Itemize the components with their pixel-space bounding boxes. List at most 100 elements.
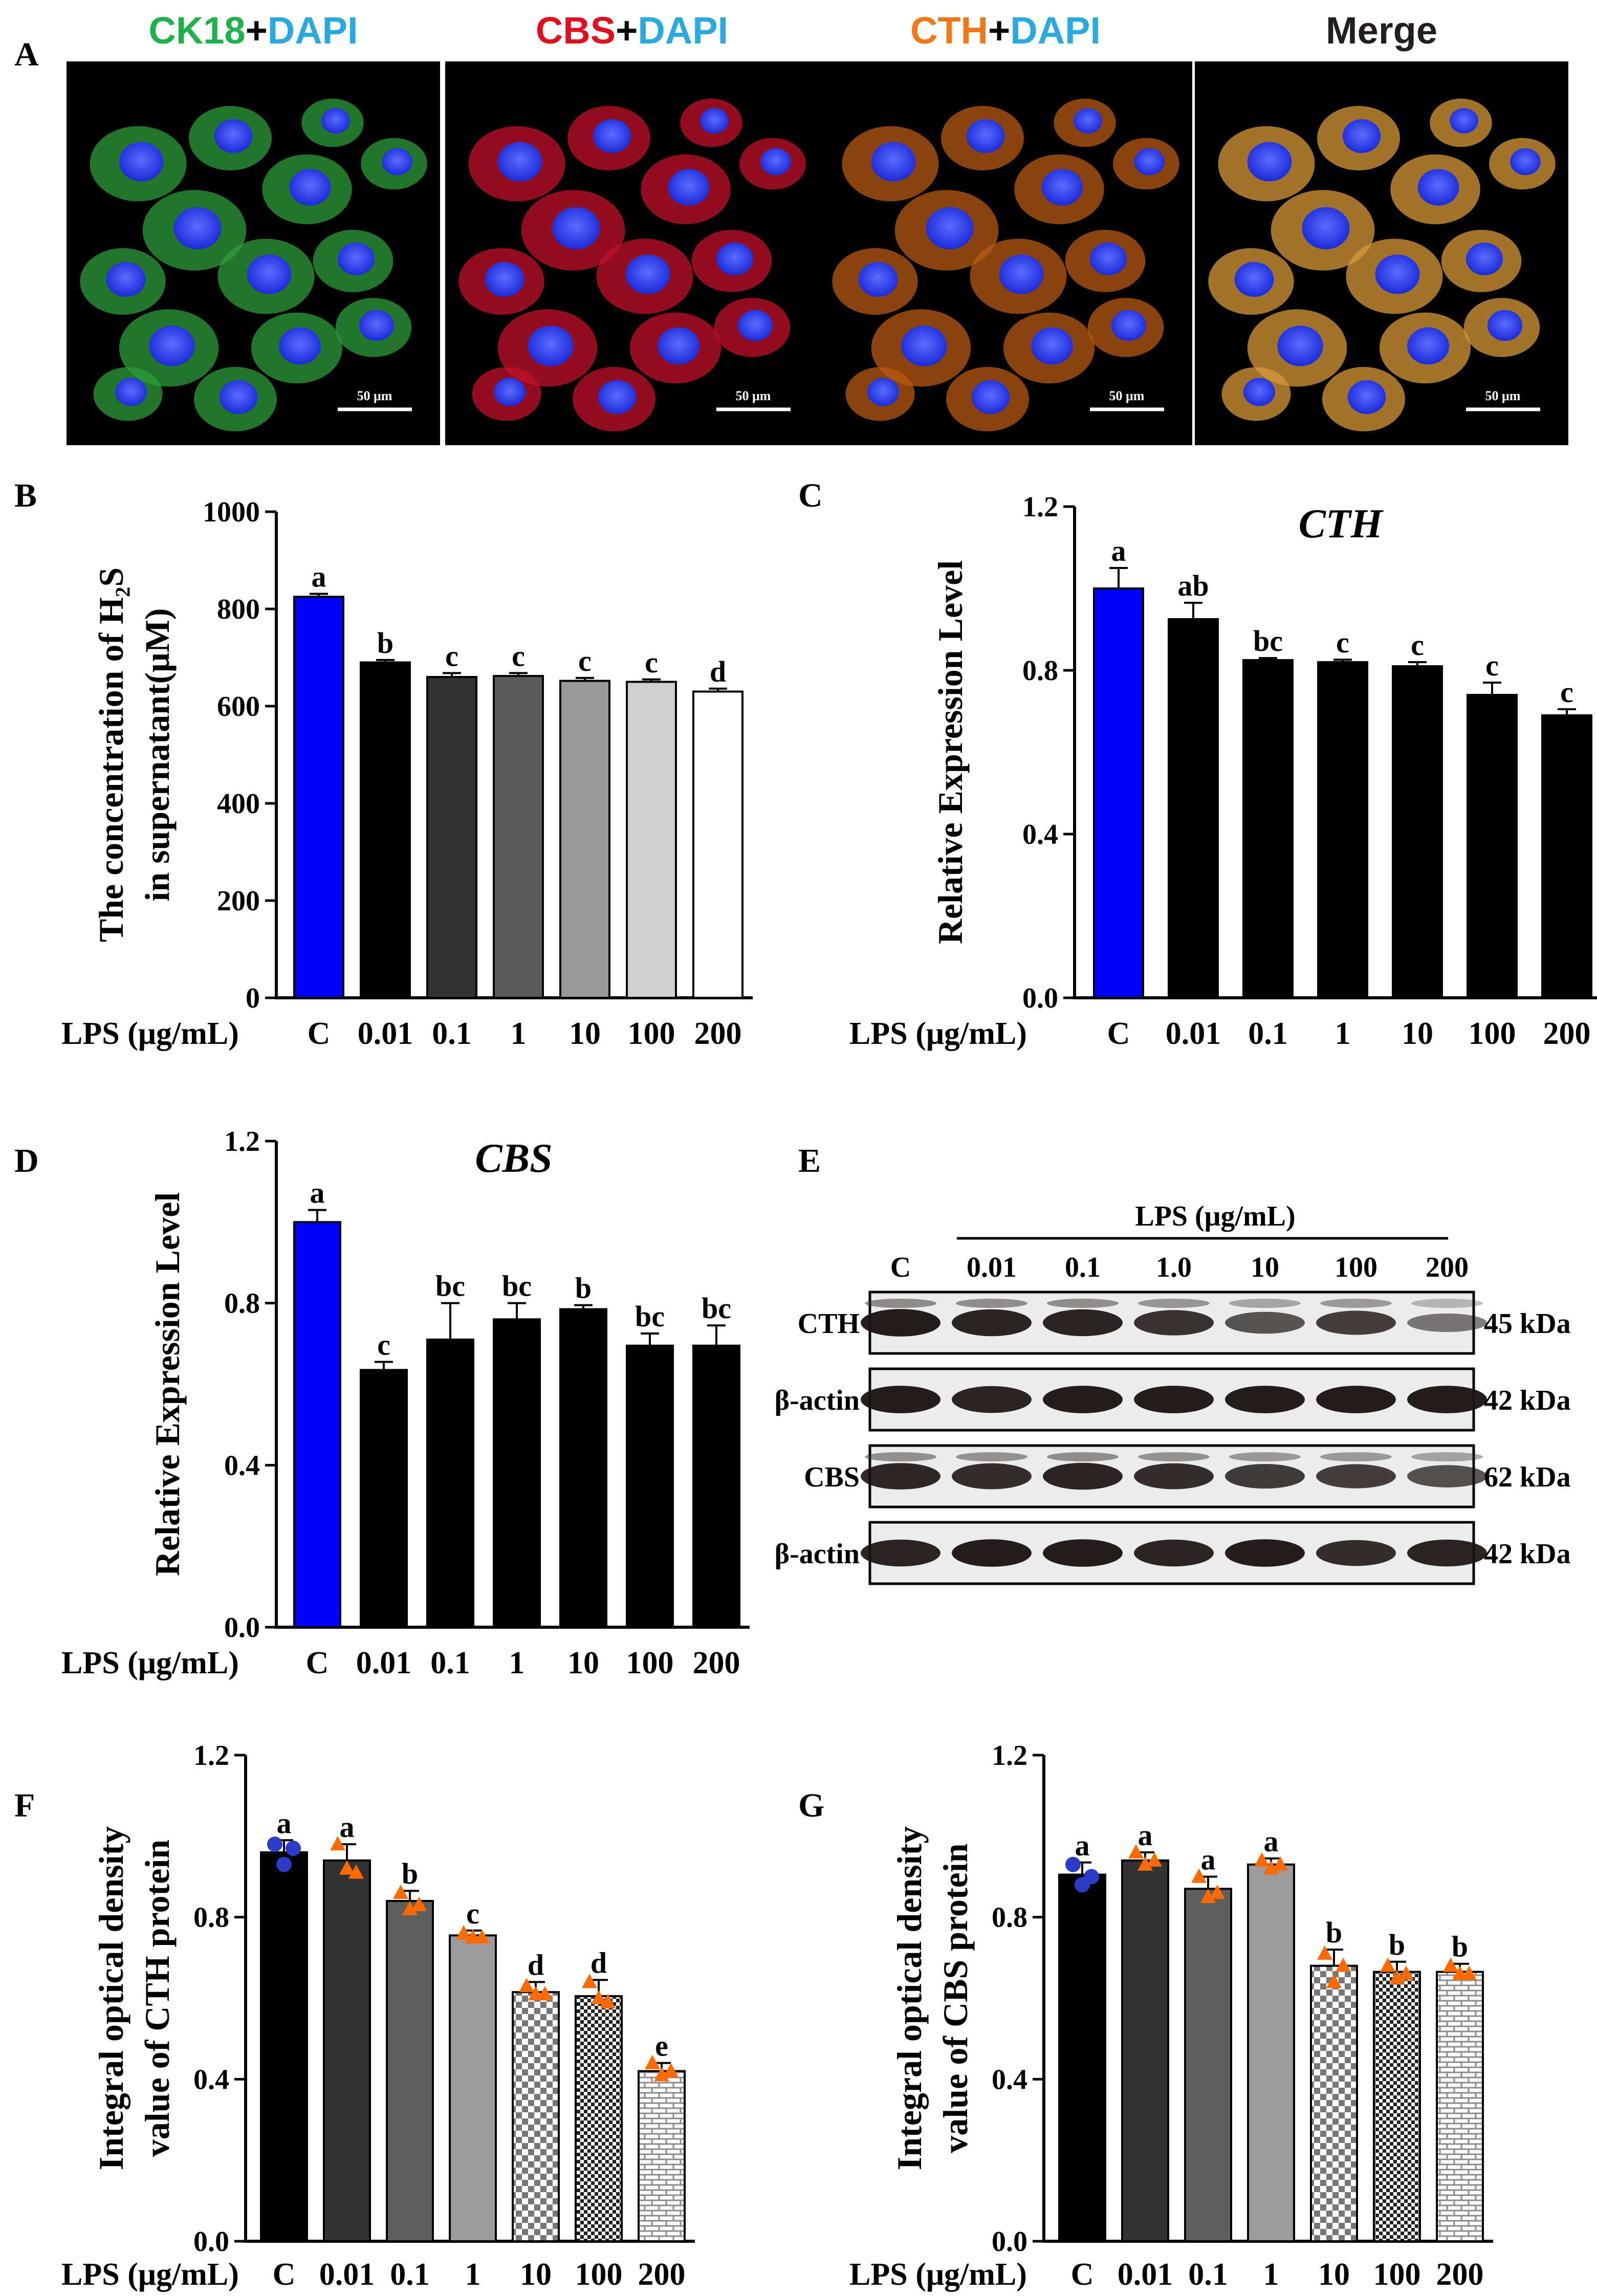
micrograph-1: 50 μm CK18+DAPI: [67, 9, 440, 445]
blot-band-faint: [1229, 1452, 1301, 1461]
chart-title: CBS: [475, 1136, 552, 1181]
x-tick-label: 10: [1402, 1016, 1433, 1051]
blot-band-faint: [865, 1299, 936, 1308]
cell-nucleus: [115, 378, 147, 406]
lane-label: 0.01: [967, 1252, 1017, 1283]
scale-bar-label: 50 μm: [736, 388, 771, 403]
data-point: [591, 1990, 606, 2004]
y-axis-label: value of CBS protein: [936, 1843, 975, 2153]
significance-letter: a: [1201, 1843, 1216, 1876]
x-tick-label: 10: [520, 2257, 552, 2292]
x-tick-label: 0.1: [1248, 1016, 1288, 1051]
bar-10: [1310, 1964, 1358, 2243]
x-tick-label: 1: [465, 2257, 481, 2292]
significance-letter: bc: [702, 1292, 731, 1325]
x-axis-prefix: LPS (μg/mL): [61, 1646, 239, 1680]
bar-0.01: [360, 661, 411, 999]
data-point: [1443, 1957, 1458, 1972]
x-tick-label: 0.1: [430, 1646, 470, 1680]
bar-0.01: [323, 1859, 371, 2242]
bar-100: [626, 681, 677, 999]
bar-0.01: [360, 1369, 408, 1629]
cell-nucleus: [668, 169, 710, 206]
x-tick-label: C: [308, 1016, 331, 1051]
data-point: [537, 1986, 553, 2001]
significance-letter: c: [1411, 628, 1424, 662]
significance-letter: b: [1389, 1928, 1405, 1961]
significance-letter: a: [1111, 534, 1126, 567]
cell-nucleus: [716, 243, 753, 275]
significance-letter: b: [1452, 1930, 1468, 1963]
y-axis-label: Integral optical density: [890, 1826, 929, 2170]
cell-nucleus: [1247, 142, 1292, 182]
bar-C: [1093, 587, 1144, 999]
data-point: [600, 1994, 616, 2008]
significance-letter: c: [645, 646, 658, 679]
panel-label-c: C: [798, 477, 823, 514]
significance-letter: d: [710, 655, 726, 688]
data-point: [1200, 1889, 1216, 1904]
cell-nucleus: [1134, 148, 1165, 176]
x-tick-label: 1: [1335, 1016, 1351, 1051]
data-point: [474, 1929, 490, 1944]
data-point: [1065, 1856, 1081, 1872]
x-tick-label: 100: [1373, 2257, 1421, 2292]
data-point: [1147, 1852, 1162, 1867]
cell-nucleus: [1342, 119, 1381, 153]
blot-band: [1134, 1310, 1214, 1336]
panel-label-b: B: [14, 477, 37, 514]
data-point: [663, 2063, 679, 2078]
cell-nucleus: [971, 380, 1010, 414]
blot-row-label: CTH: [798, 1308, 860, 1340]
x-tick-label: 1: [1263, 2257, 1279, 2292]
cell-nucleus: [1417, 169, 1459, 206]
blot-size-label: 62 kDa: [1484, 1461, 1571, 1493]
data-point: [1210, 1885, 1225, 1899]
x-tick-label: 0.1: [432, 1016, 472, 1051]
bar-1: [449, 1934, 497, 2243]
significance-letter: b: [1326, 1916, 1342, 1949]
data-point: [267, 1836, 282, 1852]
data-point: [1128, 1844, 1144, 1858]
cell-nucleus: [289, 169, 331, 206]
cell-nucleus: [119, 142, 164, 182]
blot-band-faint: [1229, 1299, 1301, 1308]
y-tick-label: 0.4: [992, 2064, 1027, 2095]
chart-cth-protein: 0.0 0.4 0.8 1.2 Integral optical density valu…: [61, 1740, 695, 2292]
blot-band: [1134, 1539, 1214, 1567]
x-tick-label: 0.1: [390, 2257, 430, 2292]
blot-band: [1407, 1539, 1487, 1567]
blot-band: [861, 1539, 940, 1567]
x-tick-label: 0.01: [358, 1016, 413, 1051]
significance-letter: a: [277, 1806, 292, 1840]
data-point: [330, 1836, 345, 1851]
data-point: [1191, 1868, 1207, 1883]
cell-nucleus: [1450, 108, 1478, 134]
x-tick-label: 0.1: [1188, 2257, 1228, 2292]
data-point: [645, 2054, 660, 2069]
x-tick-label: 1: [509, 1646, 525, 1680]
chart-cbs-mrna: 0.0 0.4 0.8 1.2 Relative Expression Level CBS…: [61, 1126, 750, 1680]
cell-nucleus: [214, 119, 253, 153]
y-tick-label: 0.0: [193, 2226, 229, 2258]
significance-letter: a: [310, 1176, 325, 1210]
blot-band: [1225, 1311, 1305, 1334]
x-tick-label: 10: [569, 1016, 601, 1051]
cell-nucleus: [871, 142, 916, 182]
cell-nucleus: [149, 325, 195, 366]
y-tick-label: 800: [217, 594, 260, 625]
blot-band-faint: [1047, 1452, 1119, 1461]
micrograph-title-part: CBS: [536, 9, 616, 52]
lane-label: 200: [1426, 1252, 1469, 1283]
cell-nucleus: [1041, 169, 1083, 206]
data-point: [393, 1885, 408, 1899]
x-tick-label: 200: [1436, 2257, 1484, 2292]
cell-nucleus: [700, 108, 729, 134]
bar-1: [1317, 661, 1368, 999]
cell-nucleus: [552, 207, 600, 250]
significance-letter: d: [528, 1948, 544, 1981]
x-tick-label: 200: [693, 1646, 740, 1680]
y-axis-label: in supernatant(μM): [138, 608, 177, 901]
y-tick-label: 0.0: [1022, 982, 1058, 1014]
significance-letter: c: [512, 639, 525, 672]
